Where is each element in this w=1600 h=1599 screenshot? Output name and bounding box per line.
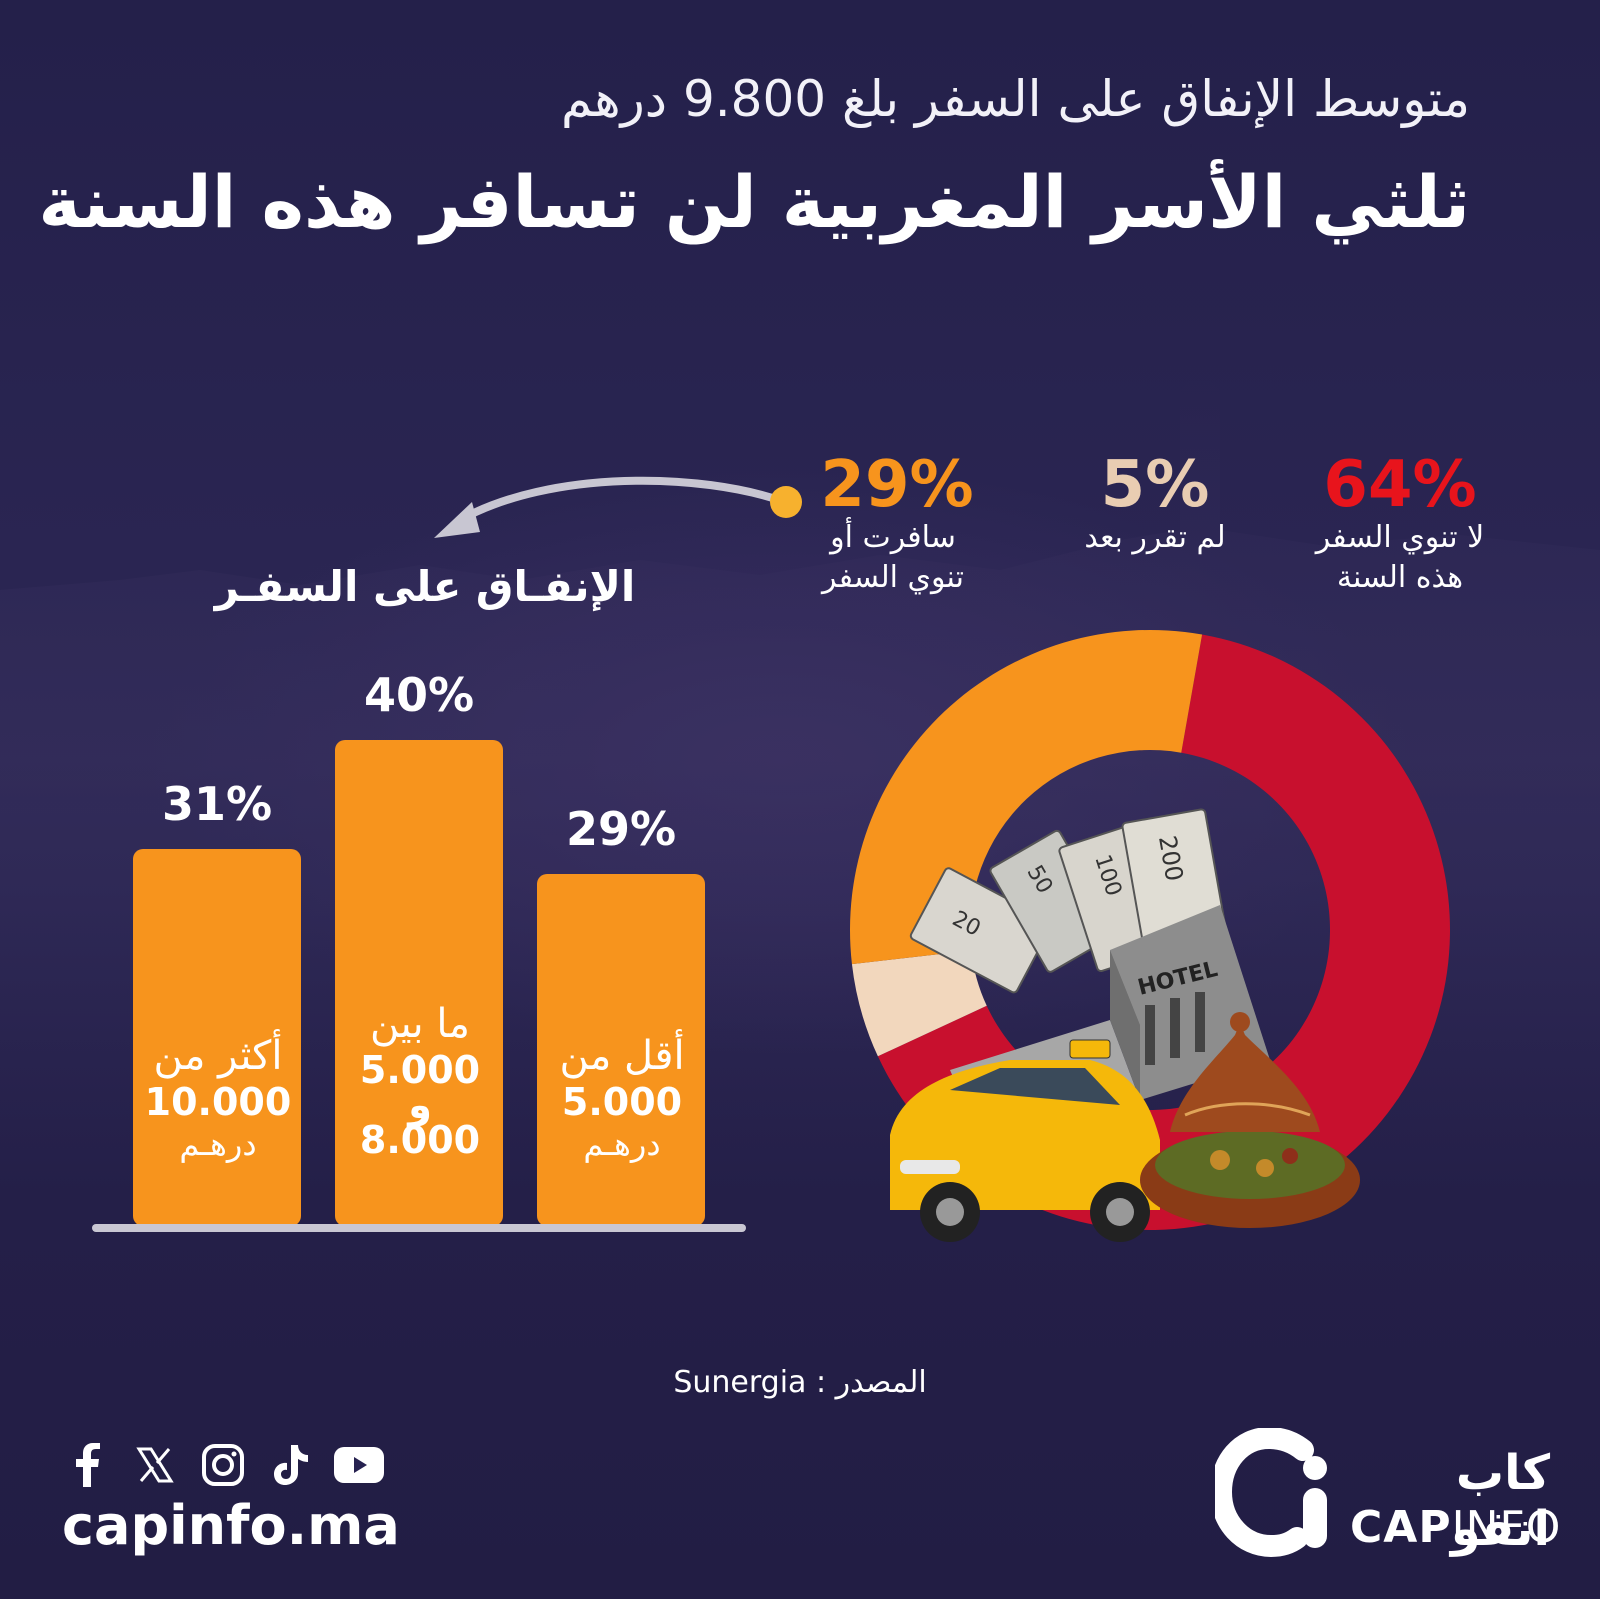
arrow-connector — [434, 476, 802, 538]
bar-label-line3: درهـم — [583, 1125, 661, 1163]
arrow-dot — [770, 486, 802, 518]
bar-label-line2: 5.000 — [359, 1048, 481, 1092]
donut-segment-travel — [850, 630, 1203, 965]
legend-label-no-travel-line1: لا تنوي السفر — [1315, 520, 1485, 555]
source-note: المصدر : Sunergia — [673, 1365, 927, 1400]
youtube-icon[interactable] — [334, 1440, 384, 1490]
capinfo-logo-icon — [1215, 1428, 1327, 1558]
subtitle: متوسط الإنفاق على السفر بلغ 9.800 درهم — [560, 70, 1470, 128]
brand-name-info: INFO — [1451, 1502, 1562, 1553]
bar-value-between-5000-8000: 40% — [363, 668, 475, 722]
tiktok-icon[interactable] — [266, 1440, 316, 1490]
spending-chart-title: الإنفـاق على السفـر — [214, 562, 636, 611]
bar-label-more-than-10000: أكثر من 10.000 درهـم — [133, 1032, 303, 1164]
bar-value-less-than-5000: 29% — [565, 802, 677, 856]
bar-label-line2: 10.000 — [144, 1080, 292, 1124]
legend-pct-travel: 29% — [820, 448, 974, 522]
legend-label-travel-line2: تنوي السفر — [822, 560, 964, 595]
bar-more-than-10000 — [133, 849, 301, 1226]
legend-label-travel: سافرت أو تنوي السفر — [773, 518, 1013, 598]
brand-name-cap: CAP — [1350, 1502, 1452, 1553]
social-icons — [62, 1440, 384, 1490]
bar-label-line1: أكثر من — [153, 1033, 283, 1079]
bar-label-line3: درهـم — [179, 1125, 257, 1163]
legend-pct-undecided: 5% — [1100, 448, 1210, 522]
brand-name-arabic: كاب انفو — [1450, 1445, 1550, 1557]
legend-label-no-travel-line2: هذه السنة — [1336, 560, 1464, 595]
facebook-icon[interactable] — [62, 1440, 112, 1490]
instagram-icon[interactable] — [198, 1440, 248, 1490]
bar-label-line1: ما بين — [370, 1001, 470, 1047]
bar-label-between-5000-8000: ما بين 5.000 و 8.000 — [335, 1000, 505, 1162]
website-link[interactable]: capinfo.ma — [62, 1494, 400, 1557]
bar-label-line1: أقل من — [559, 1033, 685, 1079]
x-icon[interactable] — [130, 1440, 180, 1490]
bar-label-line2: 5.000 — [561, 1080, 683, 1124]
brand-name-latin: CAPINFO — [1350, 1502, 1560, 1553]
bar-label-less-than-5000: أقل من 5.000 درهـم — [537, 1032, 707, 1164]
bar-label-line3: 8.000 — [359, 1118, 481, 1162]
page-title: ثلثي الأسر المغربية لن تسافر هذه السنة — [38, 160, 1470, 244]
bar-less-than-5000 — [537, 874, 705, 1226]
donut-chart: 20 50 100 200 HOTEL — [850, 630, 1450, 1242]
bar-chart-baseline — [92, 1224, 746, 1232]
bar-label-connector: و — [408, 1083, 432, 1127]
taxi-illustration — [890, 1039, 1160, 1242]
donut-segment-undecided — [851, 950, 987, 1057]
legend-label-undecided: لم تقرر بعد — [1084, 520, 1226, 555]
tagine-illustration — [1140, 1012, 1360, 1228]
bar-between-5000-8000 — [335, 740, 503, 1226]
bar-value-more-than-10000: 31% — [161, 777, 273, 831]
legend-label-no-travel: لا تنوي السفر هذه السنة — [1280, 518, 1520, 598]
legend-pct-no-travel: 64% — [1323, 448, 1477, 522]
legend-label-travel-line1: سافرت أو — [830, 520, 956, 555]
arrow-head-icon — [434, 502, 480, 538]
